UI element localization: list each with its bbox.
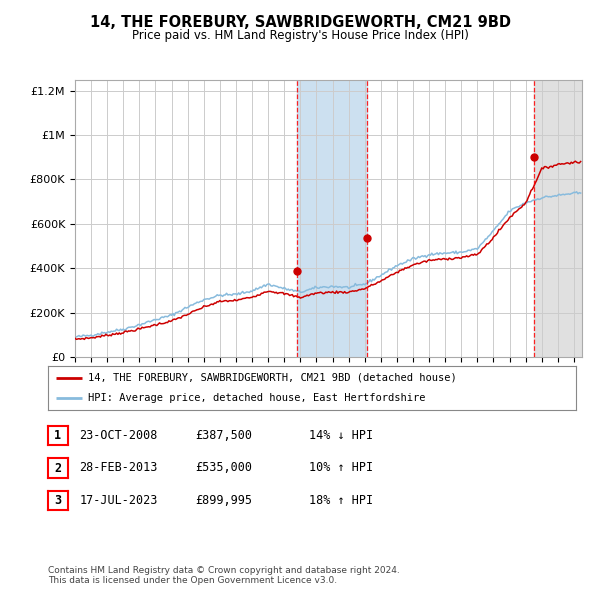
Text: 10% ↑ HPI: 10% ↑ HPI [309,461,373,474]
Text: Contains HM Land Registry data © Crown copyright and database right 2024.
This d: Contains HM Land Registry data © Crown c… [48,566,400,585]
Text: 2: 2 [364,376,370,386]
Text: 3: 3 [531,376,538,386]
Text: Price paid vs. HM Land Registry's House Price Index (HPI): Price paid vs. HM Land Registry's House … [131,30,469,42]
Text: 1: 1 [55,429,61,442]
Bar [535,80,582,357]
Text: 17-JUL-2023: 17-JUL-2023 [79,494,158,507]
Text: 1: 1 [294,376,301,386]
Text: 2: 2 [55,461,61,475]
Text: £535,000: £535,000 [195,461,252,474]
Text: 14, THE FOREBURY, SAWBRIDGEWORTH, CM21 9BD (detached house): 14, THE FOREBURY, SAWBRIDGEWORTH, CM21 9… [88,373,457,383]
Text: 3: 3 [55,494,61,507]
Text: 14% ↓ HPI: 14% ↓ HPI [309,429,373,442]
Text: 14, THE FOREBURY, SAWBRIDGEWORTH, CM21 9BD: 14, THE FOREBURY, SAWBRIDGEWORTH, CM21 9… [89,15,511,30]
Text: £387,500: £387,500 [195,429,252,442]
Text: 28-FEB-2013: 28-FEB-2013 [79,461,158,474]
Text: 18% ↑ HPI: 18% ↑ HPI [309,494,373,507]
Bar [297,80,367,357]
Text: HPI: Average price, detached house, East Hertfordshire: HPI: Average price, detached house, East… [88,393,425,403]
Text: 23-OCT-2008: 23-OCT-2008 [79,429,158,442]
Text: £899,995: £899,995 [195,494,252,507]
